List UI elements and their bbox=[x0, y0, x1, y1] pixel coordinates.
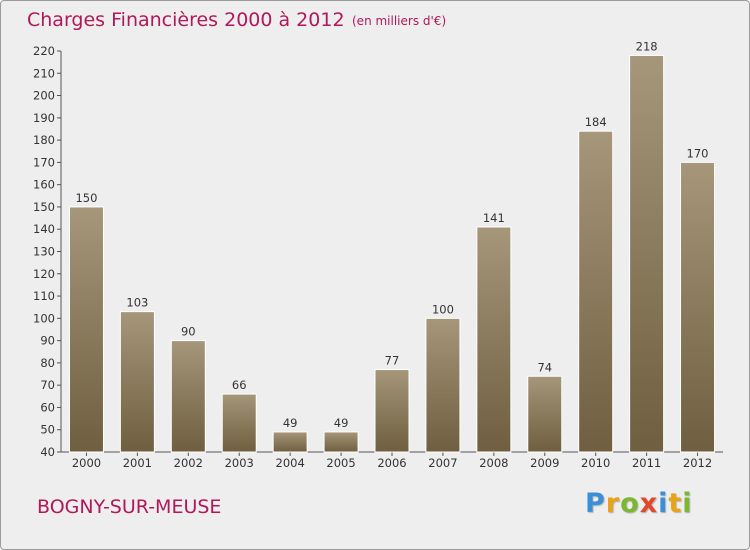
proxiti-logo: Proxiti bbox=[585, 488, 693, 519]
y-tick-label: 130 bbox=[33, 245, 55, 259]
x-tick-label: 2006 bbox=[377, 456, 406, 470]
y-tick-label: 80 bbox=[40, 356, 55, 370]
bars: 150 103 90 66 49 49 77 100 141 74 184 218 170 bbox=[68, 39, 716, 453]
data-label: 184 bbox=[585, 115, 607, 129]
logo-letter: x bbox=[639, 488, 659, 519]
bar bbox=[680, 161, 716, 453]
y-tick-label: 210 bbox=[33, 66, 55, 80]
logo-letter: t bbox=[668, 488, 683, 519]
logo-letter: i bbox=[682, 488, 693, 519]
x-tick-label: 2012 bbox=[683, 456, 712, 470]
logo-letter: i bbox=[658, 488, 669, 519]
data-label: 170 bbox=[687, 146, 709, 160]
y-tick-label: 160 bbox=[33, 178, 55, 192]
y-tick-label: 140 bbox=[33, 222, 55, 236]
bar bbox=[68, 206, 104, 453]
y-tick-label: 110 bbox=[33, 289, 55, 303]
bar bbox=[323, 431, 359, 453]
x-tick-label: 2002 bbox=[174, 456, 203, 470]
y-tick-label: 90 bbox=[40, 334, 55, 348]
data-label: 100 bbox=[432, 302, 454, 316]
chart-title: Charges Financières 2000 à 2012 bbox=[27, 9, 345, 31]
x-tick-label: 2011 bbox=[632, 456, 661, 470]
bar bbox=[578, 130, 614, 453]
x-tick-label: 2005 bbox=[326, 456, 355, 470]
y-tick-label: 190 bbox=[33, 111, 55, 125]
x-tick-label: 2007 bbox=[428, 456, 457, 470]
bar bbox=[221, 393, 257, 453]
bar bbox=[374, 369, 410, 453]
logo-letter: P bbox=[585, 488, 606, 519]
bar bbox=[119, 311, 155, 453]
chart-subtitle: (en milliers d'€) bbox=[352, 14, 447, 28]
x-tick-label: 2010 bbox=[581, 456, 610, 470]
axes: 40 50 60 70 80 90 100 110 120 130 140 150 160 170 180 1… bbox=[33, 44, 723, 470]
x-tick-label: 2009 bbox=[530, 456, 559, 470]
data-label: 77 bbox=[385, 354, 400, 368]
commune-name: BOGNY-SUR-MEUSE bbox=[37, 496, 222, 518]
bar bbox=[425, 317, 461, 453]
bar bbox=[476, 226, 512, 453]
y-tick-label: 100 bbox=[33, 311, 55, 325]
y-tick-label: 200 bbox=[33, 89, 55, 103]
data-label: 103 bbox=[126, 296, 148, 310]
data-label: 150 bbox=[75, 191, 97, 205]
logo-letter: r bbox=[605, 488, 621, 519]
y-tick-label: 170 bbox=[33, 155, 55, 169]
y-tick-label: 150 bbox=[33, 200, 55, 214]
bar bbox=[170, 340, 206, 453]
bar bbox=[527, 375, 563, 453]
data-label: 90 bbox=[181, 325, 196, 339]
data-label: 66 bbox=[232, 378, 247, 392]
x-tick-label: 2008 bbox=[479, 456, 508, 470]
y-tick-label: 40 bbox=[40, 445, 55, 459]
y-tick-label: 180 bbox=[33, 133, 55, 147]
data-label: 218 bbox=[636, 39, 658, 53]
bar bbox=[272, 431, 308, 453]
x-tick-label: 2004 bbox=[276, 456, 305, 470]
data-label: 49 bbox=[334, 416, 349, 430]
logo-letter: o bbox=[620, 488, 640, 519]
x-tick-label: 2003 bbox=[225, 456, 254, 470]
y-tick-label: 70 bbox=[40, 378, 55, 392]
data-label: 49 bbox=[283, 416, 298, 430]
y-tick-label: 220 bbox=[33, 44, 55, 58]
x-tick-label: 2000 bbox=[72, 456, 101, 470]
data-label: 141 bbox=[483, 211, 505, 225]
data-label: 74 bbox=[537, 360, 552, 374]
y-tick-label: 50 bbox=[40, 423, 55, 437]
x-tick-label: 2001 bbox=[123, 456, 152, 470]
bar bbox=[629, 54, 665, 453]
y-tick-label: 120 bbox=[33, 267, 55, 281]
y-tick-label: 60 bbox=[40, 400, 55, 414]
